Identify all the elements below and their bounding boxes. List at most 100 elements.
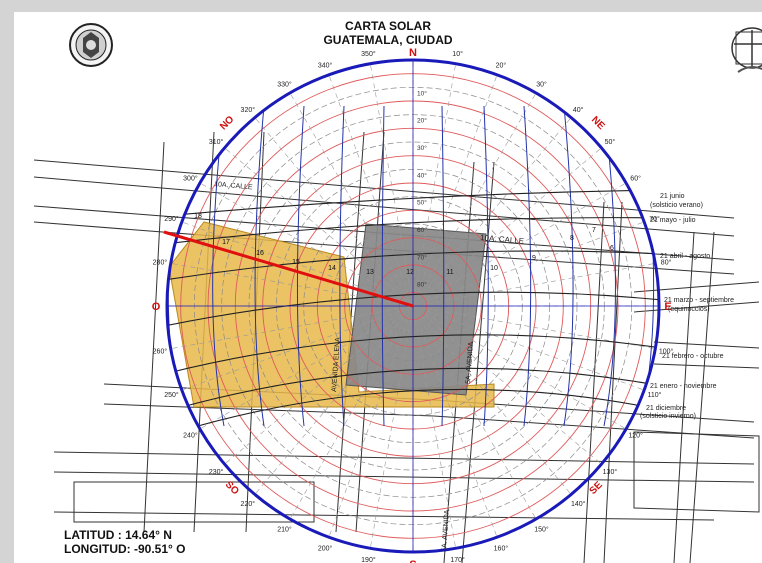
azimuth-label: 10° [452,50,463,58]
azimuth-label: 350° [361,50,376,58]
azimuth-line [289,92,407,295]
hour-line [254,105,265,427]
azimuth-line [370,319,411,549]
azimuth-label: 20° [496,62,507,70]
azimuth-line [199,182,402,300]
hour-line [296,105,305,427]
longitude-label: LONGITUD: -90.51° O [64,542,186,556]
azimuth-label: 80° [661,258,672,266]
azimuth-label: 230° [209,468,224,476]
azimuth-label: 70° [649,215,660,223]
azimuth-line [417,319,498,538]
hour-label: 17 [222,239,230,246]
azimuth-line [419,92,537,295]
hour-line [441,105,445,427]
faculty-logo-icon [731,27,762,73]
azimuth-line [426,263,656,304]
hour-line [381,105,385,427]
azimuth-line [289,317,407,520]
compass-northeast: NE [589,114,607,132]
azimuth-line [181,310,400,391]
sun-vector-line [163,230,414,308]
azimuth-line [419,317,537,520]
date-sublabel: (solsticio verano) [650,202,703,209]
azimuth-line [415,319,456,549]
altitude-labels: 10° 20° 30° 40° 50° 60° 70° 80° [417,89,427,288]
azimuth-label: 340° [318,62,333,70]
altitude-label: 10° [417,89,427,97]
hour-label: 11 [446,269,453,276]
azimuth-line [426,310,645,391]
azimuth-line [421,117,572,296]
hour-label: 12 [406,269,414,276]
hour-label: 16 [256,250,264,257]
date-sublabel: (equinoccios) [668,306,710,313]
date-label: 21 marzo - septiembre [664,297,734,304]
hour-label: 14 [328,265,336,272]
hour-label: 8 [570,235,574,242]
azimuth-label: 290° [164,215,179,223]
azimuth-line [424,312,627,430]
azimuth-line [224,147,403,298]
azimuth-label: 200° [318,545,333,553]
azimuth-line [199,312,402,430]
azimuth-labels: 10° 20° 30° 40° 50° 60° 70° 80° 100° 110° 120° 130°… [153,50,674,563]
horizon-circle [165,58,661,554]
azimuth-label: 210° [277,526,292,534]
hour-label: 7 [592,227,596,234]
sun-path-diagram: 10° 20° 30° 40° 50° 60° 70° 80° 100° 110° 120° 130°… [33,47,760,563]
azimuth-line [328,74,409,293]
altitude-label: 50° [417,199,427,207]
azimuth-label: 170° [450,556,465,563]
street-label-calle-mid: 10A. CALLE [480,233,525,246]
azimuth-label: 330° [277,80,292,88]
compass-northwest: NO [218,114,237,133]
azimuth-line [424,182,627,300]
date-sublabel: (solsticio invierno) [640,413,696,420]
azimuth-label: 130° [603,468,618,476]
azimuth-label: 50° [605,138,616,146]
azimuth-label: 120° [628,432,643,440]
altitude-label: 80° [417,281,427,289]
hour-label: 13 [366,269,374,276]
azimuth-label: 220° [241,500,256,508]
azimuth-line [370,63,411,293]
date-label: 21 diciembre [646,405,686,412]
chart-title: CARTA SOLAR [345,19,431,33]
azimuth-line [426,221,645,302]
azimuth-label: 30° [536,80,547,88]
azimuth-line [170,308,400,349]
azimuth-line [421,316,572,495]
hour-line [483,105,489,427]
date-label: 21 enero - noviembre [650,383,717,390]
street-label-avenida-west: AVENIDA ELENA [331,337,342,392]
azimuth-label: 280° [153,258,168,266]
azimuth-label: 320° [241,106,256,114]
hour-labels: 6 7 8 9 10 11 12 13 14 15 16 17 18 [194,213,614,276]
date-label: 21 febrero - octubre [662,353,724,360]
sun-chart-sheet: CARTA SOLAR GUATEMALA, CIUDAD [14,12,762,563]
compass-west: O [152,301,161,313]
street-label-avenida-south: 5A. AVENIDA [441,509,451,552]
azimuth-line [423,147,602,298]
azimuth-label: 310° [209,138,224,146]
street-label-calle-north: 10A. CALLE [214,181,253,191]
azimuth-line [254,117,405,296]
date-label: 21 abril - agosto [660,253,710,260]
date-curve-labels: 21 junio (solsticio verano) 21 mayo - ju… [640,193,734,420]
street-label-avenida-mid: 5A. AVENIDA [465,341,475,384]
azimuth-line [181,221,400,302]
azimuth-line [254,316,405,495]
azimuth-label: 250° [164,391,179,399]
azimuth-label: 40° [573,106,584,114]
azimuth-label: 240° [183,432,198,440]
azimuth-label: 260° [153,348,168,356]
azimuth-label: 100° [659,348,674,356]
date-label: 21 junio [660,193,685,200]
azimuth-label: 190° [361,556,376,563]
altitude-label: 40° [417,171,427,179]
hour-line [339,105,345,427]
azimuth-line [423,314,602,465]
azimuth-label: 150° [534,526,549,534]
chart-subtitle: GUATEMALA, CIUDAD [323,33,453,47]
